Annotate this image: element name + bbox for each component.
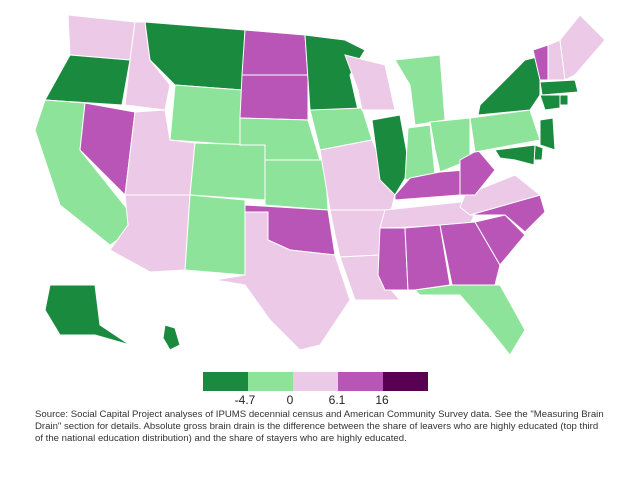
state-ak	[44, 284, 131, 346]
state-il	[371, 114, 411, 196]
legend-swatch-light-green	[248, 372, 293, 391]
state-mo	[319, 139, 396, 216]
state-oh	[429, 117, 471, 173]
state-tx	[214, 211, 351, 351]
state-ri	[559, 94, 569, 106]
legend-swatch-pink	[293, 372, 338, 391]
state-hi	[162, 324, 181, 351]
state-co	[189, 142, 266, 201]
state-sc	[474, 214, 526, 266]
state-wi	[344, 54, 396, 111]
state-ga	[439, 221, 501, 286]
state-in	[404, 124, 436, 181]
legend-label: 6.1	[328, 393, 346, 407]
legend-label: -4.7	[234, 393, 256, 407]
state-wy	[169, 84, 243, 146]
state-me	[559, 14, 606, 81]
state-nj	[539, 117, 556, 151]
legend-swatch-dark-purple	[383, 372, 428, 391]
state-nd	[241, 29, 309, 76]
state-ar	[329, 209, 386, 258]
us-choropleth-map	[34, 14, 606, 356]
state-ms	[377, 227, 409, 291]
legend-swatch-dark-green	[203, 372, 248, 391]
state-mi	[394, 54, 446, 126]
legend-label: 16	[375, 393, 389, 407]
state-or	[44, 54, 131, 106]
state-va	[459, 174, 542, 216]
state-wa	[67, 14, 136, 61]
state-ny	[477, 54, 546, 116]
state-fl	[413, 284, 526, 356]
state-nm	[184, 194, 246, 276]
legend-swatch-purple	[338, 372, 383, 391]
source-note: Source: Social Capital Project analyses …	[35, 409, 604, 444]
state-ma	[539, 79, 579, 96]
state-md	[494, 144, 536, 166]
state-ks	[264, 159, 329, 211]
state-ct	[539, 94, 561, 111]
color-legend	[203, 372, 428, 391]
state-sd	[239, 74, 309, 121]
legend-label: 0	[286, 393, 294, 407]
